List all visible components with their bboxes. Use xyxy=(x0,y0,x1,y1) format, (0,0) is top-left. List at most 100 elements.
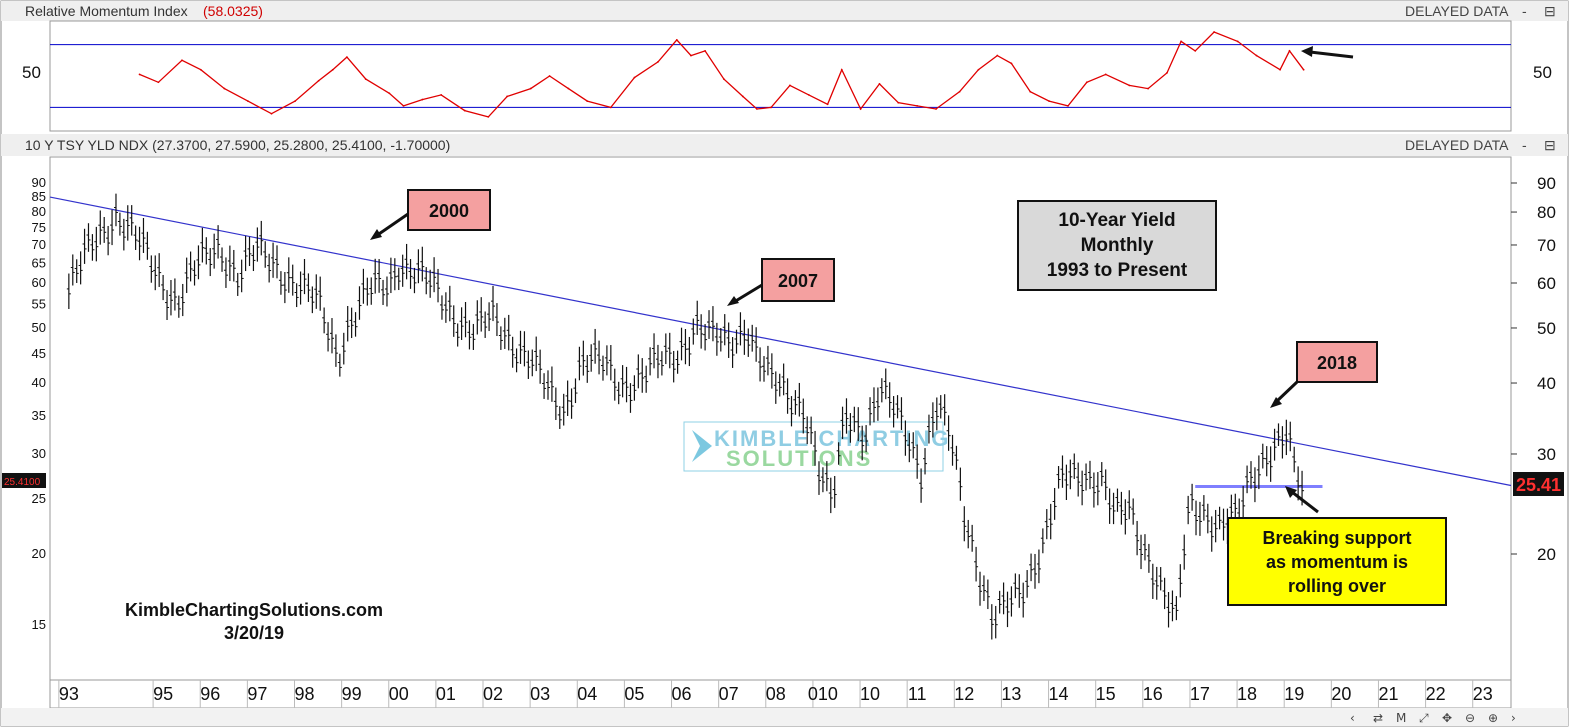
x-axis-strip xyxy=(49,679,1512,709)
momentum-point xyxy=(1128,84,1131,87)
price-y-tick-left: 20 xyxy=(32,546,46,561)
momentum-point xyxy=(1147,87,1150,90)
price-y-tick-right: 80 xyxy=(1537,203,1556,222)
momentum-point xyxy=(440,93,443,96)
price-y-tick-left: 50 xyxy=(32,320,46,335)
momentum-point xyxy=(364,78,367,81)
x-tick-label: 99 xyxy=(342,684,362,704)
callout-2000-box xyxy=(407,189,491,231)
momentum-point xyxy=(1213,31,1215,33)
momentum-point xyxy=(807,93,810,96)
x-tick-label: 11 xyxy=(908,684,927,704)
x-tick-label: 21 xyxy=(1378,684,1398,704)
x-tick-label: 17 xyxy=(1190,684,1210,704)
momentum-point xyxy=(1067,104,1069,107)
price-menu-icon[interactable]: ⊟ xyxy=(1544,137,1556,153)
x-tick-label: 05 xyxy=(624,684,644,704)
info-line2: Monthly xyxy=(1081,235,1154,256)
momentum-point xyxy=(897,101,900,104)
x-tick-label: 19 xyxy=(1284,684,1304,704)
callout-2007: 2007 xyxy=(727,258,835,306)
momentum-point xyxy=(1085,81,1088,84)
price-y-tick-right: 70 xyxy=(1537,236,1556,255)
x-tick-label: 16 xyxy=(1143,684,1163,704)
callout-2000: 2000 xyxy=(370,189,491,240)
price-y-tick-right: 30 xyxy=(1537,445,1556,464)
momentum-point xyxy=(756,108,758,110)
momentum-point xyxy=(770,106,772,109)
info-box: 10-Year Yield Monthly 1993 to Present xyxy=(1017,200,1217,291)
price-y-tick-right: 20 xyxy=(1537,545,1556,564)
credit-date: 3/20/19 xyxy=(224,623,284,643)
x-tick-label: 02 xyxy=(483,684,503,704)
momentum-layer xyxy=(50,31,1511,118)
momentum-point xyxy=(859,108,862,110)
x-tick-label: 14 xyxy=(1049,684,1069,704)
momentum-point xyxy=(1255,54,1258,57)
momentum-point xyxy=(690,54,692,57)
x-tick-label: 13 xyxy=(1001,684,1021,704)
toolbar-icon[interactable]: › xyxy=(1511,711,1516,725)
watermark-box xyxy=(683,421,944,472)
momentum-point xyxy=(388,92,391,95)
x-tick-label: 04 xyxy=(577,684,597,704)
momentum-point xyxy=(567,87,570,90)
x-tick-label: 01 xyxy=(436,684,456,704)
price-y-tick-right: 50 xyxy=(1537,319,1556,338)
momentum-point xyxy=(1104,73,1107,76)
momentum-point xyxy=(633,76,636,79)
bottom-toolbar xyxy=(1,708,1568,726)
momentum-point xyxy=(1166,71,1168,74)
toolbar-icon[interactable]: M xyxy=(1396,711,1406,725)
toolbar-icon[interactable]: ⤢ xyxy=(1418,711,1429,725)
momentum-point xyxy=(487,115,490,118)
momentum-point xyxy=(199,68,202,71)
price-y-tick-left: 60 xyxy=(32,275,46,290)
x-tick-label: 03 xyxy=(530,684,550,704)
momentum-point xyxy=(223,87,226,90)
toolbar-icons: ‹ ⇄ M ⤢ ✥ ⊖ ⊕ › xyxy=(1350,711,1516,725)
momentum-point xyxy=(548,75,551,77)
price-y-tick-left: 35 xyxy=(32,408,46,423)
price-title: 10 Y TSY YLD NDX (27.3700, 27.5900, 25.2… xyxy=(25,137,450,153)
toolbar-icon[interactable]: ⇄ xyxy=(1373,711,1383,725)
price-header xyxy=(1,134,1568,156)
callout-2018-label: 2018 xyxy=(1317,353,1357,373)
price-y-tick-right: 40 xyxy=(1537,374,1556,393)
toolbar-icon[interactable]: ‹ xyxy=(1350,711,1355,725)
watermark-logo-icon xyxy=(692,430,712,462)
momentum-point xyxy=(1180,40,1182,43)
resistance-trendline xyxy=(49,196,1512,487)
momentum-point xyxy=(878,82,881,85)
momentum-point xyxy=(704,49,706,52)
x-tick-label: 12 xyxy=(954,684,974,704)
momentum-plot-area xyxy=(49,20,1512,132)
x-tick-label: 00 xyxy=(389,684,409,704)
momentum-point xyxy=(331,68,334,71)
x-tick-label: 18 xyxy=(1237,684,1257,704)
x-tick-label: 10 xyxy=(860,684,880,704)
price-y-ticks: 1520253035404550556065707580859020304050… xyxy=(32,174,1556,632)
toolbar-icon[interactable]: ✥ xyxy=(1442,711,1452,725)
x-tick-label: 98 xyxy=(294,684,314,704)
momentum-point xyxy=(1288,49,1291,52)
momentum-value: (58.0325) xyxy=(203,3,263,19)
toolbar-icon[interactable]: ⊖ xyxy=(1465,711,1475,725)
momentum-close-icon[interactable]: - xyxy=(1522,3,1527,19)
momentum-point xyxy=(609,106,612,109)
last-value-left-marker xyxy=(2,473,46,488)
momentum-point xyxy=(402,104,405,107)
price-y-tick-left: 90 xyxy=(32,175,46,190)
note-arrowhead xyxy=(1285,486,1297,498)
price-close-icon[interactable]: - xyxy=(1522,137,1527,153)
last-value-left: 25.4100 xyxy=(4,477,41,488)
x-tick-label: 93 xyxy=(59,684,79,704)
momentum-menu-icon[interactable]: ⊟ xyxy=(1544,3,1556,19)
last-value-right-marker xyxy=(1513,472,1564,496)
momentum-point xyxy=(1048,100,1051,103)
note-line1: Breaking support xyxy=(1262,528,1411,548)
momentum-point xyxy=(958,90,961,93)
price-y-tick-left: 70 xyxy=(32,237,46,252)
toolbar-icon[interactable]: ⊕ xyxy=(1488,711,1498,725)
momentum-point xyxy=(1010,62,1013,65)
